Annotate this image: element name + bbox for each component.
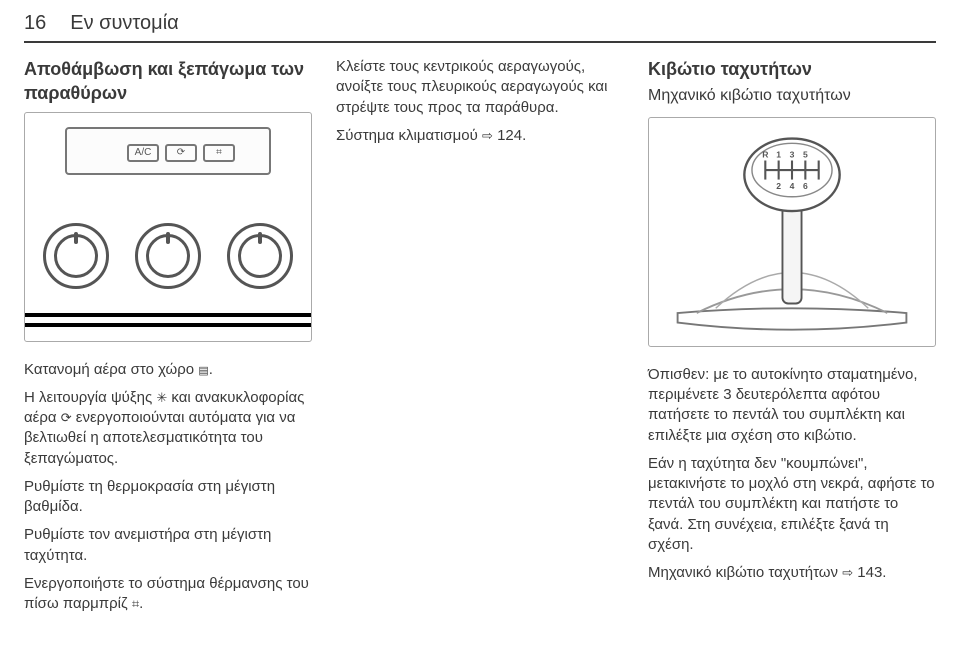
col1-p3: Ρυθμίστε τη θερμοκρασία στη μέγιστη βαθμ… <box>24 477 312 518</box>
gear-label-r: R <box>762 150 769 160</box>
figure-gearshift: R 1 3 5 2 4 6 <box>648 117 936 347</box>
page-number: 16 <box>24 12 46 35</box>
column-1: Αποθάμβωση και ξεπάγωμα των παραθύρων A/… <box>24 57 312 622</box>
col3-heading: Κιβώτιο ταχυτήτων <box>648 57 936 81</box>
col1-p4: Ρυθμίστε τον ανεμιστήρα στη μέγιστη ταχύ… <box>24 525 312 566</box>
page-header: 16 Εν συντομία <box>24 12 936 35</box>
gear-label-1: 1 <box>776 150 781 160</box>
climate-display: A/C ⟳ ⌗ <box>65 127 271 175</box>
text: Μηχανικό κιβώτιο ταχυτήτων <box>648 564 842 581</box>
recirculation-icon <box>61 409 72 426</box>
text: Η λειτουργία ψύξης <box>24 389 156 406</box>
text: Κατανομή αέρα στο χώρο <box>24 361 198 378</box>
column-2: Κλείστε τους κεντρικούς αεραγωγούς, ανοί… <box>336 57 624 622</box>
gear-label-2: 2 <box>776 181 781 191</box>
col1-heading: Αποθάμβωση και ξεπάγωμα των παραθύρων <box>24 57 312 106</box>
text: 143. <box>853 564 886 581</box>
defog-icon <box>198 361 208 378</box>
col2-p1: Κλείστε τους κεντρικούς αεραγωγούς, ανοί… <box>336 57 624 118</box>
col1-p5: Ενεργοποιήστε το σύστημα θέρμανσης του π… <box>24 574 312 615</box>
col1-p2: Η λειτουργία ψύξης και ανακυκλοφορίας αέ… <box>24 388 312 469</box>
climate-button-1: A/C <box>127 144 159 162</box>
text: . <box>139 595 143 612</box>
snowflake-icon <box>156 389 167 406</box>
col3-p1: Όπισθεν: με το αυτοκίνητο σταματημένο, π… <box>648 365 936 446</box>
climate-button-3: ⌗ <box>203 144 235 162</box>
figure-climate-panel: A/C ⟳ ⌗ <box>24 112 312 342</box>
climate-knob-temp <box>43 223 109 289</box>
climate-button-2: ⟳ <box>165 144 197 162</box>
text: Σύστημα κλιματισμού <box>336 127 482 144</box>
col3-p2: Εάν η ταχύτητα δεν "κουμπώνει", μετακινή… <box>648 454 936 555</box>
column-3: Κιβώτιο ταχυτήτων Μηχανικό κιβώτιο ταχυτ… <box>648 57 936 622</box>
col3-subheading: Μηχανικό κιβώτιο ταχυτήτων <box>648 85 936 107</box>
climate-knob-mode <box>227 223 293 289</box>
col1-p1: Κατανομή αέρα στο χώρο . <box>24 360 312 380</box>
col3-p3: Μηχανικό κιβώτιο ταχυτήτων 143. <box>648 563 936 583</box>
gear-label-3: 3 <box>790 150 795 160</box>
col2-p2: Σύστημα κλιματισμού 124. <box>336 126 624 146</box>
text: 124. <box>493 127 526 144</box>
header-rule <box>24 41 936 43</box>
gear-label-4: 4 <box>790 181 795 191</box>
breadcrumb: Εν συντομία <box>70 12 178 35</box>
climate-knob-fan <box>135 223 201 289</box>
gear-label-6: 6 <box>803 181 808 191</box>
page-link-icon <box>842 564 853 581</box>
page-link-icon <box>482 127 493 144</box>
text: Ενεργοποιήστε το σύστημα θέρμανσης του π… <box>24 575 309 612</box>
gear-label-5: 5 <box>803 150 808 160</box>
content-columns: Αποθάμβωση και ξεπάγωμα των παραθύρων A/… <box>24 57 936 622</box>
